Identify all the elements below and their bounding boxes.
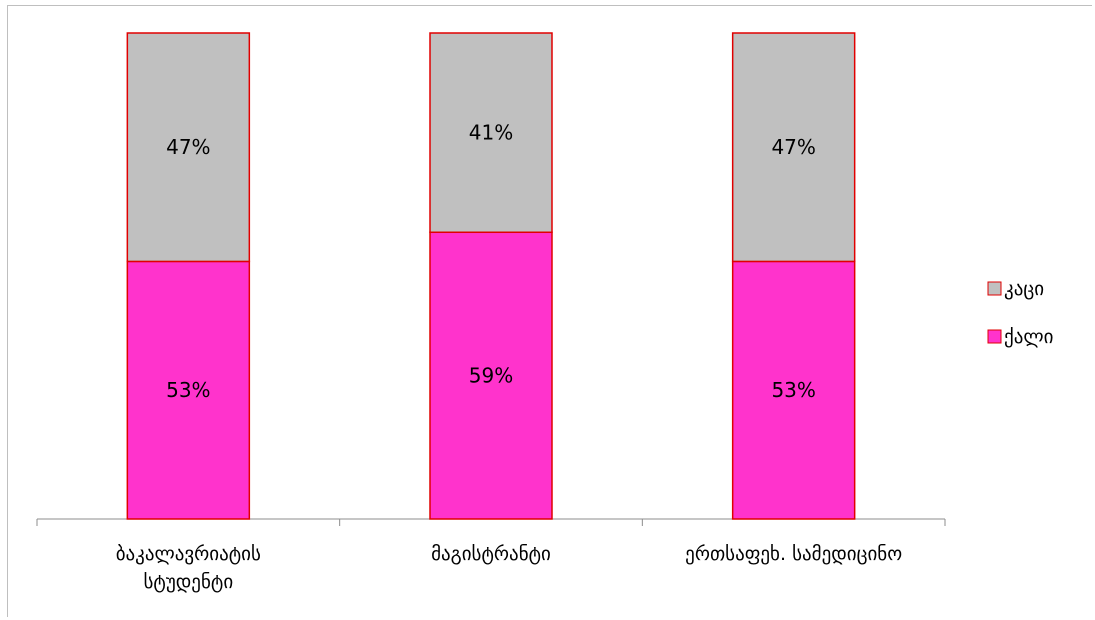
data-label: 59% bbox=[469, 364, 513, 388]
bar-segment bbox=[126, 260, 251, 520]
legend-label: ქალი bbox=[1004, 326, 1053, 348]
data-label: 53% bbox=[771, 378, 815, 402]
category-label: სტუდენტი bbox=[143, 571, 233, 593]
category-label: მაგისტრანტი bbox=[431, 543, 551, 565]
bar-segment bbox=[429, 231, 553, 520]
bar-segment bbox=[731, 260, 856, 520]
legend: კაცი ქალი bbox=[987, 278, 1053, 348]
category-label: ბაკალავრიატის bbox=[116, 543, 261, 565]
legend-swatch bbox=[987, 329, 1002, 344]
bar-segment bbox=[429, 32, 553, 234]
data-label: 47% bbox=[166, 135, 210, 159]
bar-segment bbox=[126, 32, 251, 263]
data-label: 47% bbox=[771, 135, 815, 159]
bar-segment bbox=[731, 32, 856, 263]
legend-label: კაცი bbox=[1004, 278, 1044, 300]
legend-swatch bbox=[987, 281, 1002, 296]
category-label: ერთსაფეხ. სამედიცინო bbox=[685, 543, 902, 565]
data-label: 53% bbox=[166, 378, 210, 402]
chart-frame bbox=[7, 5, 1092, 617]
data-label: 41% bbox=[469, 121, 513, 145]
